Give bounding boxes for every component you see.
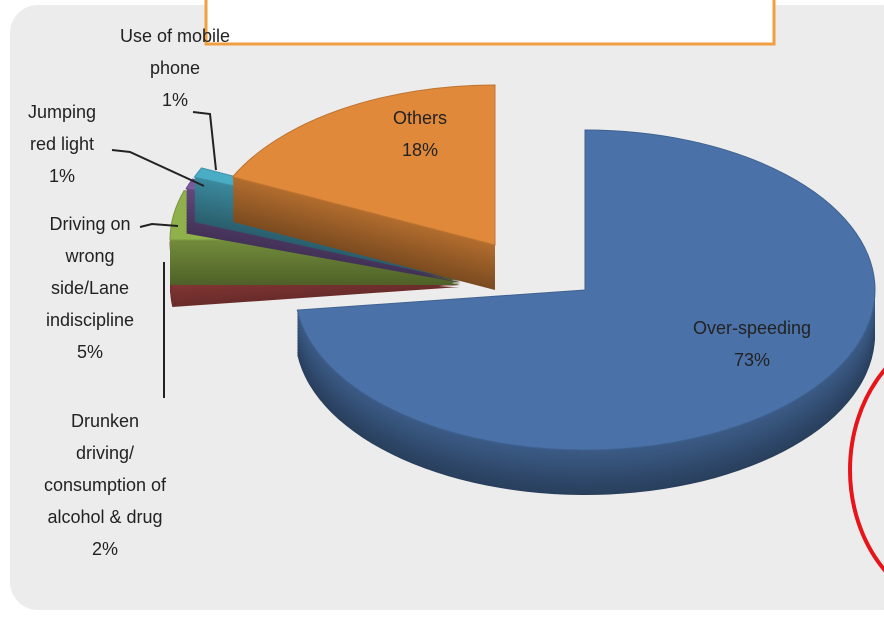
value-label: 18% bbox=[401, 140, 439, 160]
value-label: 1% bbox=[161, 90, 188, 110]
leader-line bbox=[192, 111, 217, 171]
slice-label: Over-speeding 73% bbox=[652, 312, 852, 376]
category-label: Others bbox=[392, 108, 448, 128]
pie bbox=[169, 84, 876, 495]
value-label: 2% bbox=[91, 539, 118, 559]
category-label: Driving on wrong side/Lane indiscipline bbox=[45, 214, 135, 330]
title-box bbox=[204, 0, 776, 46]
value-label: 73% bbox=[733, 350, 771, 370]
slice bbox=[231, 84, 496, 246]
leader-lines bbox=[111, 111, 217, 398]
leader-line bbox=[139, 222, 179, 228]
leader-line bbox=[111, 149, 205, 187]
slice bbox=[296, 129, 876, 451]
category-label: Use of mobile phone bbox=[119, 26, 231, 78]
category-label: Jumping red light bbox=[27, 102, 97, 154]
highlight-circle bbox=[848, 367, 884, 573]
value-label: 5% bbox=[76, 342, 103, 362]
slice-label: Use of mobile phone 1% bbox=[75, 20, 275, 116]
value-label: 1% bbox=[48, 166, 75, 186]
category-label: Drunken driving/ consumption of alcohol … bbox=[43, 411, 167, 527]
slice-label: Jumping red light 1% bbox=[0, 96, 127, 192]
slice-label: Others 18% bbox=[360, 102, 480, 166]
slice-label: Driving on wrong side/Lane indiscipline 5… bbox=[10, 208, 170, 368]
slice-label: Drunken driving/ consumption of alcohol … bbox=[5, 405, 205, 565]
category-label: Over-speeding bbox=[692, 318, 812, 338]
